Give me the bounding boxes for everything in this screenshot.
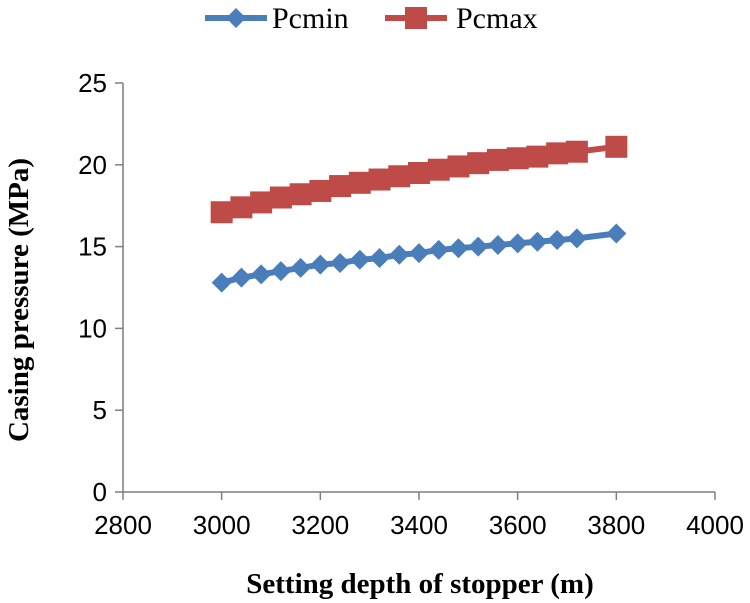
data-point [527,231,548,252]
data-point [605,135,628,158]
data-point [290,257,311,278]
series-pcmax [210,135,628,224]
legend-item-pcmax: Pcmax [385,2,538,35]
y-axis-title: Casing pressure (MPa) [3,158,35,442]
x-tick-label: 2800 [94,510,152,540]
data-point [230,196,253,219]
data-point [348,171,371,194]
data-point [349,249,370,270]
data-point [428,239,449,260]
data-point [547,230,568,251]
data-point [250,191,273,214]
legend-label: Pcmin [272,2,349,35]
data-point [507,233,528,254]
data-point [409,243,429,264]
data-point [211,272,232,293]
data-point [447,155,470,178]
y-tick-label: 5 [93,395,107,425]
data-point [210,201,233,224]
data-point [289,183,312,206]
x-axis-title: Setting depth of stopper (m) [246,568,593,600]
data-point [330,252,351,273]
data-point [486,148,509,171]
data-point [388,165,411,188]
series-group [210,135,628,293]
y-tick-label: 10 [78,313,107,343]
data-point [251,264,272,285]
data-point [231,267,252,288]
y-tick-label: 15 [78,232,107,262]
data-point [448,238,469,259]
data-point [310,254,331,275]
data-point [606,223,627,244]
axes [115,82,716,500]
legend-item-pcmin: Pcmin [205,2,349,35]
data-point [468,236,489,257]
data-point [329,175,352,198]
data-point [566,228,587,249]
data-point [368,168,391,191]
legend-marker [405,7,427,29]
x-tick-label: 3000 [193,510,251,540]
data-point [269,186,292,209]
data-point [427,158,450,181]
data-point [526,145,549,168]
data-point [408,161,430,184]
x-tick-label: 4000 [686,510,744,540]
x-tick-label: 3200 [291,510,349,540]
legend-marker [226,8,246,28]
data-point [506,147,529,170]
data-point [565,140,588,163]
y-tick-label: 25 [78,68,107,98]
x-tick-label: 3400 [390,510,448,540]
y-tick-label: 20 [78,150,107,180]
data-point [389,244,410,265]
data-point [270,261,291,282]
tick-labels: 0 5 10 15 20 25 2800 3000 3200 3400 3600 3800 4000 [78,68,744,540]
legend: Pcmin Pcmax [205,2,538,35]
data-point [309,179,332,202]
data-point [546,142,569,165]
data-point [467,152,490,175]
legend-label: Pcmax [456,2,538,35]
series-pcmin [211,223,627,293]
y-tick-label: 0 [93,477,107,507]
x-tick-label: 3600 [489,510,547,540]
data-point [487,234,508,255]
data-point [369,248,390,269]
x-tick-label: 3800 [587,510,645,540]
